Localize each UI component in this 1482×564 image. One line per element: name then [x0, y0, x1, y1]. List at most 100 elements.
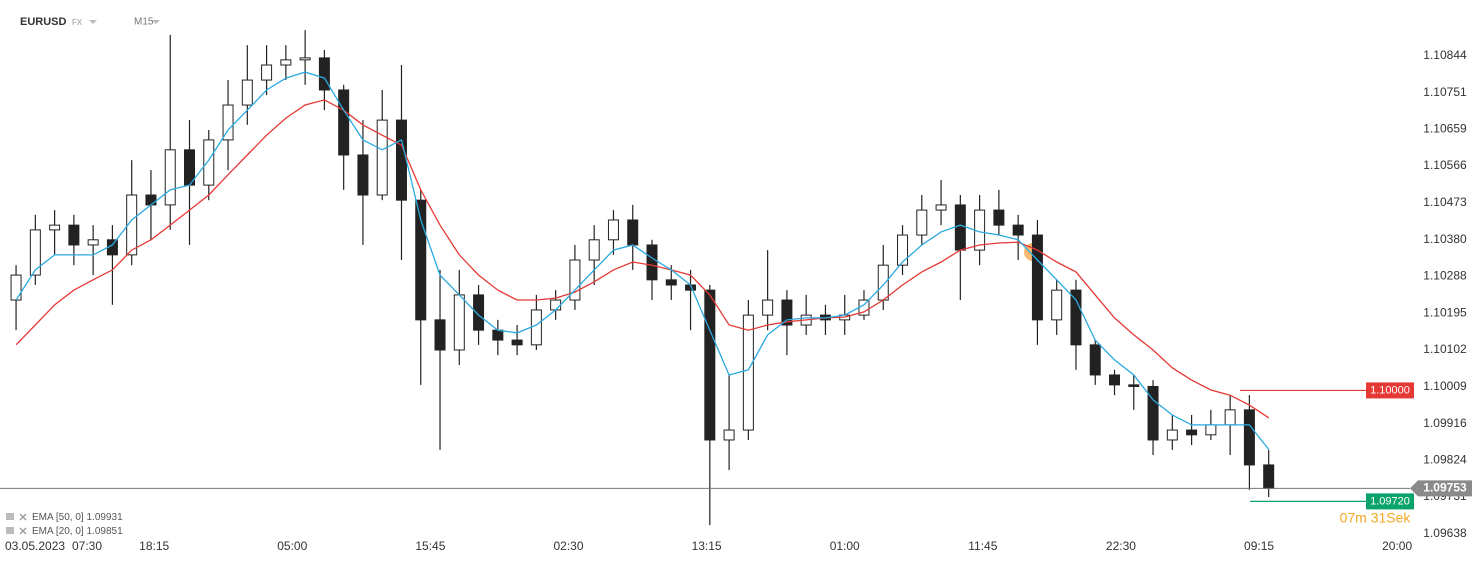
- candle-body: [453, 294, 465, 351]
- y-tick-label: 1.10195: [1423, 305, 1467, 319]
- legend-entry: EMA [20, 0] 1.09851: [32, 526, 123, 537]
- candle-body: [434, 319, 446, 351]
- countdown: 07m 31Sek: [1340, 510, 1412, 526]
- legend-name: EMA [50, 0]: [32, 512, 84, 523]
- candle-body: [376, 119, 388, 196]
- x-tick-label: 11:45: [968, 539, 997, 553]
- legend-icon: [6, 513, 14, 520]
- legend-remove[interactable]: [19, 513, 27, 521]
- candle-body: [993, 209, 1005, 226]
- candle-body: [473, 294, 485, 331]
- candle-body: [241, 79, 253, 106]
- candle-body: [897, 234, 909, 266]
- candle-body: [49, 224, 61, 231]
- candle-body: [395, 119, 407, 201]
- candle-body: [569, 259, 581, 301]
- candle-body: [1147, 385, 1159, 441]
- x-tick-label: 13:15: [692, 539, 722, 553]
- y-tick-label: 1.10009: [1423, 379, 1467, 393]
- candle-body: [1089, 344, 1101, 376]
- candle-body: [29, 229, 41, 276]
- y-tick-label: 1.10566: [1423, 158, 1467, 172]
- x-tick-label: 07:30: [72, 539, 102, 553]
- candle-body: [318, 57, 330, 91]
- candle-body: [550, 299, 562, 311]
- candle-body: [68, 224, 80, 246]
- y-tick-label: 1.10844: [1423, 48, 1467, 62]
- ema-line: [15, 99, 1270, 419]
- candle-body: [665, 279, 677, 286]
- dropdown-icon[interactable]: [152, 20, 160, 24]
- x-tick-label: 01:00: [830, 539, 860, 553]
- y-tick-label: 1.10102: [1423, 342, 1467, 356]
- candle-body: [492, 329, 504, 341]
- level-box: [1366, 382, 1414, 399]
- y-tick-label: 1.09916: [1423, 416, 1467, 430]
- candle-body: [1012, 224, 1024, 236]
- candle-body: [781, 299, 793, 326]
- candle-body: [1051, 289, 1063, 321]
- candle-body: [954, 204, 966, 251]
- legend-icon: [6, 527, 14, 534]
- candle-body: [742, 314, 754, 431]
- candle-body: [164, 149, 176, 206]
- candle-body: [511, 339, 523, 346]
- candle-body: [762, 299, 774, 316]
- candle-body: [530, 309, 542, 346]
- level-label: 1.09720: [1370, 495, 1410, 507]
- candle-body: [222, 104, 234, 141]
- start-date: 03.05.2023: [5, 539, 65, 553]
- y-tick-label: 1.09638: [1423, 526, 1467, 540]
- candle-body: [1186, 429, 1198, 436]
- candle-body: [203, 139, 215, 186]
- y-tick-label: 1.10380: [1423, 232, 1467, 246]
- x-tick-label: 22:30: [1106, 539, 1136, 553]
- candle-body: [627, 219, 639, 246]
- y-tick-label: 1.10659: [1423, 121, 1467, 135]
- legend-entry: EMA [50, 0] 1.09931: [32, 512, 123, 523]
- candle-body: [1109, 374, 1121, 386]
- candle-body: [935, 204, 947, 211]
- candle-body: [1070, 289, 1082, 346]
- x-tick-label: 02:30: [553, 539, 583, 553]
- x-tick-label: 09:15: [1244, 539, 1274, 553]
- x-tick-label: 18:15: [139, 539, 169, 553]
- symbol[interactable]: EURUSD: [20, 16, 67, 28]
- candle-body: [1128, 384, 1140, 387]
- legend-remove[interactable]: [19, 527, 27, 535]
- candle-body: [1263, 464, 1275, 489]
- timeframe[interactable]: M15: [134, 17, 154, 28]
- candle-body: [415, 199, 427, 321]
- x-tick-label: 05:00: [277, 539, 307, 553]
- x-tick-label: 15:45: [415, 539, 445, 553]
- last-price-label: 1.09753: [1423, 480, 1467, 494]
- y-tick-label: 1.10288: [1423, 268, 1467, 282]
- candle-body: [916, 209, 928, 236]
- legend-value: 1.09931: [86, 512, 123, 523]
- ema-line: [15, 71, 1270, 450]
- candle-body: [357, 154, 369, 196]
- market: FX: [72, 18, 83, 27]
- candle-body: [607, 219, 619, 241]
- level-box: [1366, 493, 1414, 510]
- candle-body: [126, 194, 138, 256]
- last-price-tag: [1410, 480, 1472, 497]
- level-label: 1.10000: [1370, 384, 1410, 396]
- candle-body: [723, 429, 735, 441]
- candle-body: [280, 59, 292, 66]
- legend-value: 1.09851: [86, 526, 123, 537]
- candle-body: [10, 274, 22, 301]
- dropdown-icon[interactable]: [89, 20, 97, 24]
- x-tick-label: 20:00: [1382, 539, 1412, 553]
- candle-body: [646, 244, 658, 281]
- candle-body: [877, 264, 889, 301]
- y-tick-label: 1.10473: [1423, 195, 1467, 209]
- candle-body: [87, 239, 99, 246]
- y-tick-label: 1.09824: [1423, 452, 1467, 466]
- candle-body: [145, 194, 157, 206]
- y-tick-label: 1.10751: [1423, 85, 1467, 99]
- candle-body: [1224, 409, 1236, 426]
- candle-body: [1205, 424, 1217, 436]
